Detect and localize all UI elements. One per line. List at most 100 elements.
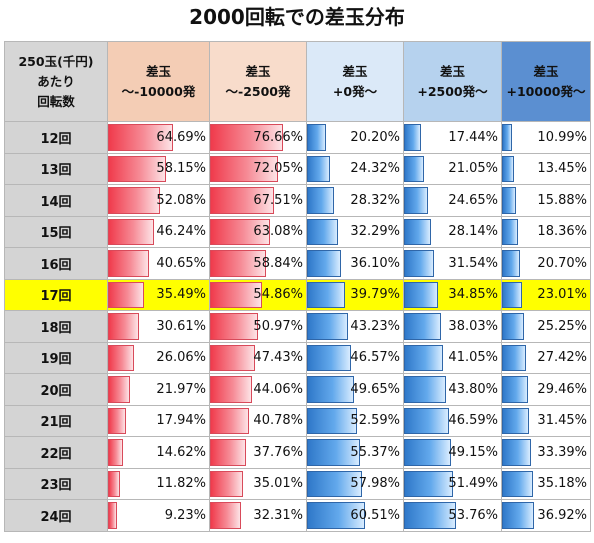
value-cell: 35.49% bbox=[107, 278, 210, 311]
column-header-2-line-2: +0発～ bbox=[332, 83, 378, 99]
value-cell: 44.06% bbox=[209, 373, 307, 406]
table-row: 19回 26.06% 47.43% 46.57% 41.05% 27.42% bbox=[4, 341, 591, 374]
positive-bar bbox=[307, 124, 327, 151]
positive-bar bbox=[307, 281, 345, 308]
negative-bar bbox=[108, 502, 118, 529]
value-label: 41.05% bbox=[448, 350, 498, 366]
column-header-1-line-1: 差玉 bbox=[245, 63, 271, 79]
positive-bar bbox=[307, 470, 363, 497]
negative-bar bbox=[108, 344, 135, 371]
value-label: 24.32% bbox=[350, 161, 400, 177]
value-label: 55.37% bbox=[350, 444, 400, 460]
column-header-3: 差玉 +2500発～ bbox=[403, 41, 502, 122]
value-cell: 21.05% bbox=[403, 152, 502, 185]
positive-bar bbox=[307, 155, 331, 182]
value-cell: 25.25% bbox=[501, 310, 591, 343]
table-row: 20回 21.97% 44.06% 49.65% 43.80% 29.46% bbox=[4, 373, 591, 406]
value-label: 32.29% bbox=[350, 224, 400, 240]
negative-bar bbox=[108, 187, 161, 214]
positive-bar bbox=[502, 187, 516, 214]
value-cell: 57.98% bbox=[306, 467, 404, 500]
value-cell: 64.69% bbox=[107, 121, 210, 154]
positive-bar bbox=[502, 313, 524, 340]
value-label: 35.49% bbox=[156, 287, 206, 303]
column-header-3-line-2: +2500発～ bbox=[417, 83, 488, 99]
value-cell: 55.37% bbox=[306, 436, 404, 469]
value-label: 13.45% bbox=[537, 161, 587, 177]
value-label: 24.65% bbox=[448, 192, 498, 208]
value-cell: 43.23% bbox=[306, 310, 404, 343]
value-cell: 17.94% bbox=[107, 404, 210, 437]
table-row: 15回 46.24% 63.08% 32.29% 28.14% 18.36% bbox=[4, 215, 591, 248]
value-label: 51.49% bbox=[448, 476, 498, 492]
value-cell: 72.05% bbox=[209, 152, 307, 185]
value-cell: 51.49% bbox=[403, 467, 502, 500]
positive-bar bbox=[502, 344, 526, 371]
negative-bar bbox=[108, 218, 155, 245]
value-label: 52.59% bbox=[350, 413, 400, 429]
value-cell: 43.80% bbox=[403, 373, 502, 406]
column-header-1-line-2: ～-2500発 bbox=[225, 83, 291, 99]
value-label: 27.42% bbox=[537, 350, 587, 366]
table-row: 14回 52.08% 67.51% 28.32% 24.65% 15.88% bbox=[4, 184, 591, 217]
value-label: 54.86% bbox=[253, 287, 303, 303]
column-header-4-line-1: 差玉 bbox=[533, 63, 559, 79]
value-cell: 9.23% bbox=[107, 499, 210, 532]
row-header-line-1: 250玉(千円) bbox=[18, 53, 94, 69]
positive-bar bbox=[404, 376, 446, 403]
value-cell: 24.32% bbox=[306, 152, 404, 185]
value-label: 35.01% bbox=[253, 476, 303, 492]
positive-bar bbox=[404, 281, 438, 308]
positive-bar bbox=[502, 502, 535, 529]
positive-bar bbox=[404, 502, 456, 529]
table-row: 23回 11.82% 35.01% 57.98% 51.49% 35.18% bbox=[4, 467, 591, 500]
column-header-2: 差玉 +0発～ bbox=[306, 41, 404, 122]
value-label: 9.23% bbox=[164, 507, 206, 523]
positive-bar bbox=[502, 218, 518, 245]
value-cell: 15.88% bbox=[501, 184, 591, 217]
value-cell: 67.51% bbox=[209, 184, 307, 217]
negative-bar bbox=[108, 250, 149, 277]
value-label: 67.51% bbox=[253, 192, 303, 208]
negative-bar bbox=[108, 281, 144, 308]
value-label: 39.79% bbox=[350, 287, 400, 303]
value-cell: 18.36% bbox=[501, 215, 591, 248]
value-label: 14.62% bbox=[156, 444, 206, 460]
negative-bar bbox=[108, 155, 167, 182]
distribution-table: 250玉(千円) あたり 回転数 差玉 ～-10000発 差玉 ～-2500発 … bbox=[4, 41, 591, 532]
value-label: 72.05% bbox=[253, 161, 303, 177]
positive-bar bbox=[404, 187, 428, 214]
positive-bar bbox=[307, 376, 355, 403]
value-cell: 28.14% bbox=[403, 215, 502, 248]
value-cell: 49.15% bbox=[403, 436, 502, 469]
value-cell: 63.08% bbox=[209, 215, 307, 248]
chart-title: 2000回転での差玉分布 bbox=[189, 5, 405, 29]
value-cell: 27.42% bbox=[501, 341, 591, 374]
value-cell: 23.01% bbox=[501, 278, 591, 311]
value-label: 46.24% bbox=[156, 224, 206, 240]
value-label: 38.03% bbox=[448, 318, 498, 334]
table-row: 12回 64.69% 76.66% 20.20% 17.44% 10.99% bbox=[4, 121, 591, 154]
row-header-line-2: あたり bbox=[37, 73, 75, 89]
value-label: 53.76% bbox=[448, 507, 498, 523]
value-cell: 33.39% bbox=[501, 436, 591, 469]
positive-bar bbox=[502, 376, 528, 403]
positive-bar bbox=[307, 407, 357, 434]
column-header-1: 差玉 ～-2500発 bbox=[209, 41, 307, 122]
negative-bar bbox=[108, 124, 173, 151]
value-label: 31.45% bbox=[537, 413, 587, 429]
value-cell: 52.59% bbox=[306, 404, 404, 437]
row-label: 20回 bbox=[4, 373, 108, 406]
column-header-2-line-1: 差玉 bbox=[342, 63, 368, 79]
value-label: 26.06% bbox=[156, 350, 206, 366]
value-cell: 46.24% bbox=[107, 215, 210, 248]
value-cell: 14.62% bbox=[107, 436, 210, 469]
positive-bar bbox=[404, 470, 454, 497]
value-label: 36.10% bbox=[350, 255, 400, 271]
negative-bar bbox=[210, 470, 244, 497]
table-body: 12回 64.69% 76.66% 20.20% 17.44% 10.99% 13回 58.1… bbox=[4, 121, 591, 532]
value-cell: 20.70% bbox=[501, 247, 591, 280]
value-cell: 53.76% bbox=[403, 499, 502, 532]
value-cell: 36.10% bbox=[306, 247, 404, 280]
value-cell: 34.85% bbox=[403, 278, 502, 311]
